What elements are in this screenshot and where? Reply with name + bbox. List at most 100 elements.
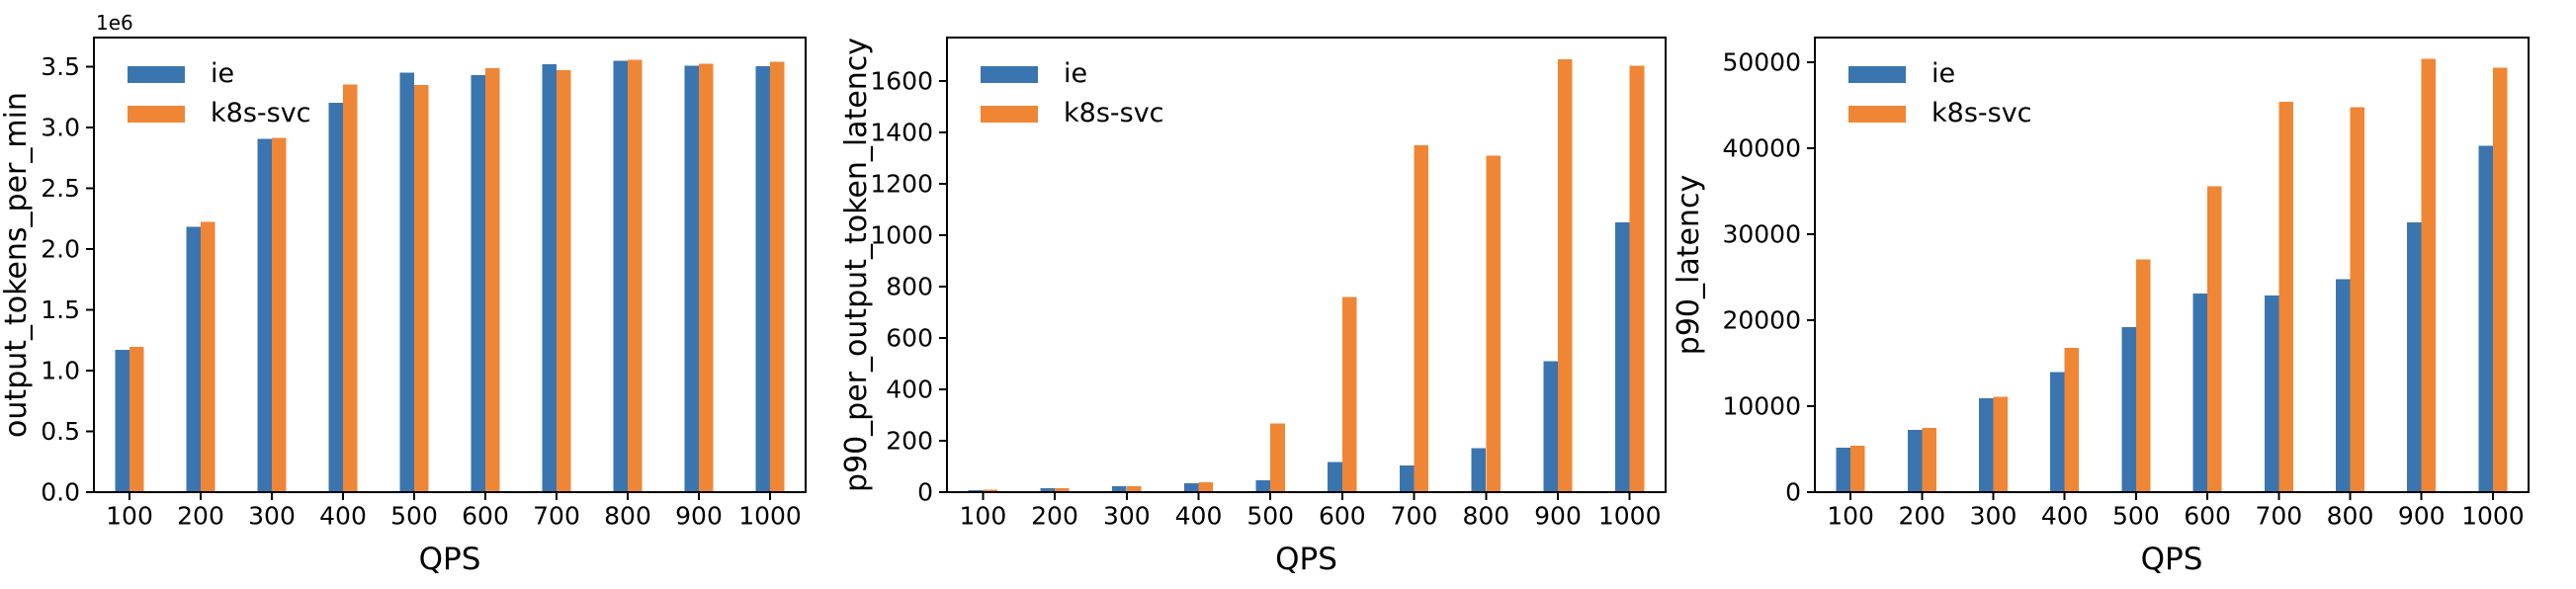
bar-ie (1112, 486, 1127, 492)
legend-swatch-k8s-svc (128, 106, 185, 123)
x-tick-label: 500 (390, 501, 438, 530)
bar-ie (1615, 222, 1630, 492)
bar-k8s-svc (129, 347, 144, 492)
bar-k8s-svc (485, 68, 500, 492)
bar-ie (1183, 483, 1199, 492)
y-tick-label: 3.0 (41, 114, 80, 142)
bar-k8s-svc (1993, 396, 2008, 492)
bar-k8s-svc (557, 70, 571, 492)
y-tick-label: 1000 (870, 221, 933, 250)
bar-k8s-svc (1922, 427, 1936, 492)
chart-p90_per_output_token_latency: 0 200 400 600 800 1000 1200 1400 1600 100 200 300 40… (839, 37, 1667, 577)
bar-k8s-svc (699, 63, 714, 493)
bar-k8s-svc (1850, 446, 1865, 492)
y-axis-label: p90_per_output_token_latency (839, 38, 874, 492)
legend-label-k8s-svc: k8s-svc (1064, 98, 1164, 128)
bar-ie (1040, 487, 1055, 492)
y-tick-label: 1.0 (41, 357, 80, 385)
y-tick-label: 1600 (870, 67, 933, 96)
x-tick-label: 400 (1175, 501, 1223, 530)
legend-swatch-k8s-svc (1848, 106, 1906, 123)
bar-k8s-svc (1126, 486, 1142, 492)
bar-ie (2478, 145, 2493, 492)
bar-ie (2121, 327, 2136, 492)
bar-ie (755, 65, 770, 493)
y-tick-label: 10000 (1722, 392, 1801, 421)
y-tick-label: 30000 (1722, 220, 1801, 249)
bar-k8s-svc (983, 489, 997, 492)
bar-k8s-svc (1558, 59, 1573, 492)
x-tick-label: 100 (1827, 501, 1874, 530)
bar-k8s-svc (2421, 58, 2437, 492)
x-tick-label: 800 (1462, 501, 1509, 530)
bar-k8s-svc (2064, 347, 2080, 492)
bar-ie (542, 64, 557, 492)
y-tick-label: 0.5 (41, 417, 80, 446)
legend-label-ie: ie (1932, 58, 1955, 89)
x-tick-label: 900 (2398, 501, 2446, 530)
bar-k8s-svc (770, 61, 785, 492)
y-tick-label: 200 (886, 427, 933, 456)
y-tick-label: 2.5 (41, 174, 80, 203)
bar-ie (257, 138, 272, 492)
y-tick-label: 0 (917, 478, 933, 507)
bar-k8s-svc (2207, 186, 2222, 492)
bar-k8s-svc (2135, 259, 2151, 492)
y-axis-label: p90_latency (1672, 175, 1706, 355)
bar-k8s-svc (1414, 145, 1429, 492)
bar-k8s-svc (414, 85, 429, 492)
bar-k8s-svc (1341, 296, 1357, 492)
y-tick-label: 2.0 (41, 235, 80, 264)
legend-label-ie: ie (211, 58, 234, 89)
y-tick-label: 50000 (1722, 48, 1801, 77)
bar-ie (1399, 465, 1415, 492)
y-axis-offset-text: 1e6 (96, 11, 133, 35)
bar-ie (186, 226, 201, 493)
bar-k8s-svc (1055, 487, 1070, 492)
x-tick-label: 300 (1103, 501, 1151, 530)
x-tick-label: 800 (2327, 501, 2374, 530)
x-axis-label: QPS (419, 542, 481, 577)
bar-ie (1979, 398, 1994, 492)
y-tick-label: 400 (886, 376, 933, 404)
x-tick-label: 100 (106, 501, 153, 530)
bar-ie (399, 72, 414, 492)
x-tick-label: 500 (2112, 501, 2160, 530)
y-axis-label: output_tokens_per_min (0, 92, 34, 438)
bar-ie (1255, 479, 1271, 492)
x-axis-label: QPS (1275, 542, 1337, 577)
bar-k8s-svc (1198, 482, 1214, 492)
x-tick-label: 1000 (738, 501, 802, 530)
x-axis-label: QPS (2141, 542, 2203, 577)
axes-spines (1814, 37, 2530, 493)
x-tick-label: 200 (1031, 501, 1078, 530)
bar-ie (115, 350, 129, 492)
x-tick-label: 200 (1898, 501, 1945, 530)
bar-k8s-svc (628, 59, 643, 493)
x-tick-label: 1000 (2461, 501, 2525, 530)
x-tick-label: 400 (319, 501, 367, 530)
bar-ie (684, 65, 699, 493)
bar-ie (1328, 462, 1342, 492)
legend-label-k8s-svc: k8s-svc (1932, 98, 2032, 128)
y-tick-label: 1.5 (41, 295, 80, 324)
bar-ie (2264, 294, 2279, 492)
bar-k8s-svc (1486, 155, 1501, 492)
x-tick-label: 700 (2255, 501, 2302, 530)
x-tick-label: 600 (462, 501, 509, 530)
x-tick-label: 1000 (1598, 501, 1662, 530)
bar-ie (613, 60, 628, 493)
y-tick-label: 0 (1785, 478, 1801, 507)
chart-output_tokens_per_min: 0.0 0.5 1.0 1.5 2.0 2.5 3.0 3.5 100 200 300 400 500 6… (0, 11, 807, 577)
bar-ie (1907, 430, 1923, 492)
x-tick-label: 100 (960, 501, 1007, 530)
bar-k8s-svc (2492, 67, 2508, 493)
bar-k8s-svc (2278, 102, 2293, 492)
legend-swatch-k8s-svc (981, 106, 1038, 123)
x-tick-label: 900 (1534, 501, 1582, 530)
bar-ie (2336, 279, 2351, 492)
chart-p90_latency: 0 10000 20000 30000 40000 50000 100 200 300 400 50… (1672, 37, 2530, 577)
bar-ie (968, 489, 984, 492)
